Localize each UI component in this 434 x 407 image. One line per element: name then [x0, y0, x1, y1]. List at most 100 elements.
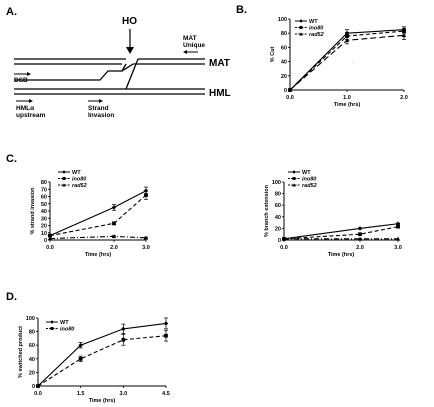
- y-tick-label: 0: [44, 238, 47, 244]
- recombination-diagram: HO MAT Unique MAT HML DSB HMLα upstream …: [14, 16, 231, 119]
- marker-triangle: [357, 236, 363, 241]
- marker-triangle: [292, 183, 296, 187]
- x-tick-label: 3.0: [394, 245, 402, 251]
- marker-square: [50, 326, 54, 331]
- marker-diamond: [292, 170, 296, 174]
- y-axis-label: % branch extension: [264, 184, 270, 237]
- marker-diamond: [111, 205, 117, 210]
- y-tick-label: 20: [281, 74, 287, 80]
- y-tick-label: 70: [41, 187, 47, 193]
- panel-label-d: D.: [6, 291, 17, 303]
- x-tick-label: 2.0: [356, 245, 364, 251]
- x-tick-label: 0.0: [34, 391, 42, 397]
- series-line-wt: [283, 223, 399, 240]
- legend-label: ino80: [309, 26, 323, 32]
- y-tick-label: 10: [41, 231, 47, 237]
- panel-label-b: B.: [236, 4, 247, 16]
- x-tick-label: 1.0: [343, 95, 351, 101]
- strand-invasion-arrow-head: [99, 99, 103, 103]
- y-tick-label: 80: [281, 31, 287, 37]
- series-line-wt: [49, 190, 147, 237]
- y-axis-label: % Cut: [270, 47, 276, 63]
- marker-triangle: [287, 87, 293, 92]
- x-axis-label: Time (hrs): [328, 252, 355, 258]
- legend-label: ino80: [60, 327, 74, 333]
- series-line-rad52: [49, 235, 147, 240]
- marker-square: [164, 333, 168, 338]
- x-tick-label: 0.0: [46, 245, 54, 251]
- legend-label: rad52: [72, 183, 87, 189]
- y-tick-label: 50: [41, 202, 47, 208]
- y-axis-label: % strand invasion: [30, 187, 36, 235]
- marker-square: [299, 25, 303, 30]
- marker-square: [48, 233, 52, 238]
- marker-square: [78, 356, 83, 361]
- marker-diamond: [50, 320, 54, 324]
- y-tick-label: 100: [278, 17, 287, 23]
- x-tick-label: 0.0: [286, 95, 294, 101]
- legend-label: WT: [60, 320, 69, 326]
- y-tick-label: 30: [41, 216, 47, 222]
- mat-unique-label-1: MAT: [183, 35, 197, 42]
- mat-unique-label-2: Unique: [183, 42, 205, 49]
- marker-triangle: [395, 236, 401, 241]
- y-tick-label: 40: [281, 60, 287, 66]
- legend-label: WT: [302, 170, 311, 176]
- y-tick-label: 80: [29, 330, 35, 336]
- x-tick-label: 1.5: [77, 391, 85, 397]
- marker-square: [144, 193, 148, 197]
- y-tick-label: 100: [26, 316, 35, 322]
- hml-label: HML: [209, 88, 231, 99]
- mat-label: MAT: [209, 58, 230, 69]
- x-axis-label: Time (hrs): [85, 252, 112, 258]
- marker-square: [62, 176, 66, 181]
- marker-triangle: [47, 236, 53, 241]
- series-line-wt: [37, 322, 167, 387]
- marker-diamond: [121, 326, 126, 332]
- stray-mark: ·: [353, 60, 355, 66]
- x-tick-label: 3.0: [142, 245, 150, 251]
- y-tick-label: 40: [29, 357, 35, 363]
- legend-label: ino80: [302, 177, 316, 183]
- y-tick-label: 0: [278, 238, 281, 244]
- marker-square: [345, 34, 349, 38]
- mat-unique-arrow-head: [183, 50, 187, 54]
- x-tick-label: 4.5: [162, 391, 170, 397]
- y-tick-label: 80: [275, 192, 281, 198]
- legend-label: rad52: [302, 183, 317, 189]
- y-axis-label: % switched product: [18, 326, 24, 378]
- chart-switched-product: 0 20 40 60 80 100 0.0 1.5 3.0 4.5 Time (hrs) % swit…: [18, 316, 170, 404]
- y-tick-label: 60: [275, 203, 281, 209]
- hmla-label-1: HMLα: [16, 105, 34, 112]
- marker-triangle: [281, 236, 287, 241]
- marker-diamond: [357, 226, 363, 231]
- marker-diamond: [78, 343, 83, 348]
- x-tick-label: 2.0: [400, 95, 408, 101]
- legend-label: WT: [72, 170, 81, 176]
- chart-percent-cut: 0 20 40 60 80 100 0.0 1.0 2.0 Time (hrs) % Cut WTin…: [270, 17, 408, 108]
- y-tick-label: 0: [284, 88, 287, 94]
- marker-square: [121, 337, 126, 342]
- invading-strand: [14, 63, 127, 81]
- marker-diamond: [299, 19, 303, 23]
- panel-label-a: A.: [6, 6, 17, 18]
- ho-label: HO: [122, 16, 137, 27]
- y-tick-label: 100: [272, 180, 281, 186]
- marker-triangle: [344, 38, 350, 43]
- y-tick-label: 80: [41, 180, 47, 186]
- marker-triangle: [111, 234, 117, 239]
- legend-label: ino80: [72, 177, 86, 183]
- marker-square: [112, 221, 116, 226]
- invading-strand-link: [121, 63, 134, 72]
- dsb-arrow-head: [27, 72, 31, 76]
- y-tick-label: 60: [29, 343, 35, 349]
- strand-invasion-label-1: Strand: [88, 105, 109, 112]
- marker-square: [292, 176, 296, 181]
- marker-triangle: [143, 235, 149, 240]
- hmla-label-2: upstream: [16, 112, 45, 119]
- series-line-ino80: [37, 335, 167, 387]
- crossing-strand: [125, 58, 139, 90]
- x-axis-label: Time (hrs): [334, 102, 361, 108]
